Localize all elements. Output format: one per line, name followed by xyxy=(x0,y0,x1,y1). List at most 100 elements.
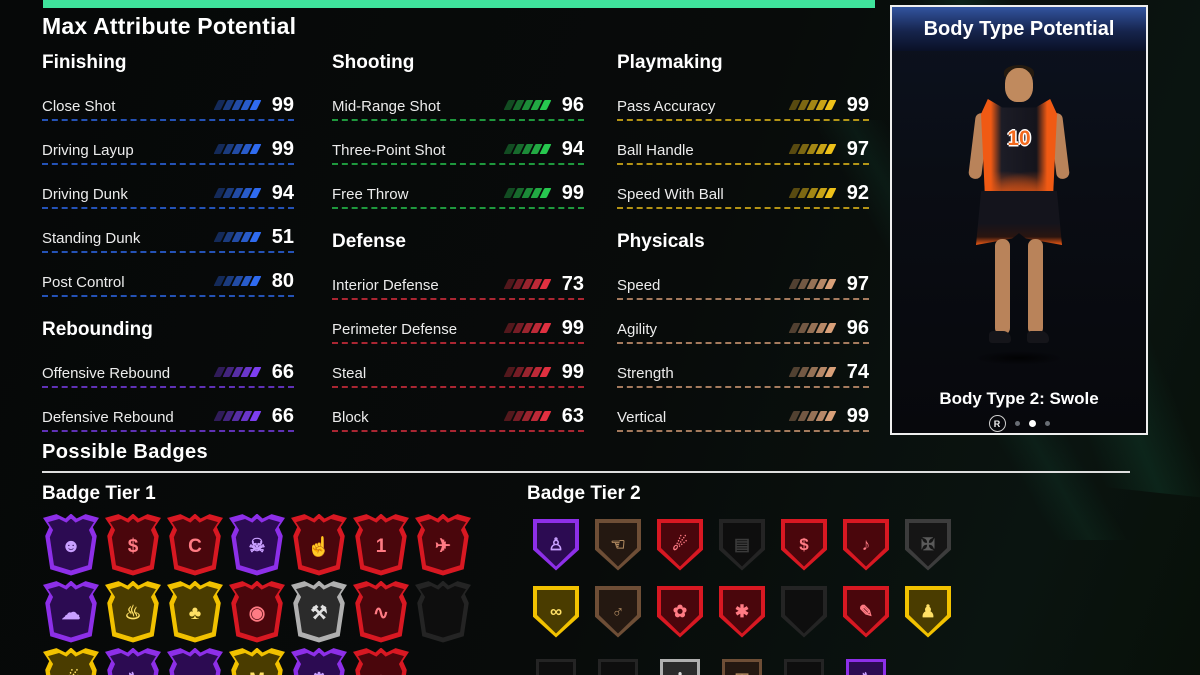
badge-cell: ☄ xyxy=(40,645,102,675)
finger-ball-icon: ☝ xyxy=(296,518,342,571)
pager-dot-active xyxy=(1028,420,1036,427)
attribute-column-2: Shooting Mid-Range Shot 96 Three-Point Shot… xyxy=(332,52,584,454)
arena-icon: ◉ xyxy=(234,585,280,638)
divider xyxy=(42,471,1130,473)
badge-cell: ✎ xyxy=(835,578,897,645)
defender-figure-badge[interactable]: ♙ xyxy=(660,658,700,675)
attribute-value: 73 xyxy=(561,273,584,295)
hidden-slot-badge[interactable] xyxy=(784,658,824,675)
attribute-label: Vertical xyxy=(617,409,667,426)
dollar-coin-badge[interactable]: $ xyxy=(781,518,827,571)
laurel-shield-badge[interactable]: ✠ xyxy=(905,518,951,571)
posterizer-dunk-badge[interactable]: ♙ xyxy=(533,518,579,571)
attribute-label: Driving Layup xyxy=(42,142,134,159)
section-title-finishing: Finishing xyxy=(42,52,127,73)
tree-badge[interactable]: ♣ xyxy=(167,580,223,643)
badge-cell: ✿ xyxy=(649,578,711,645)
attribute-row-free-throw: Free Throw 99 xyxy=(332,174,584,209)
badge-cell: M xyxy=(226,645,288,675)
attribute-row-speed-with-ball: Speed With Ball 92 xyxy=(617,174,869,209)
attribute-column-3: Playmaking Pass Accuracy 99 Ball Handle 97 Sp… xyxy=(617,52,869,454)
winding-road-badge[interactable]: ∿ xyxy=(353,580,409,643)
skull-scope-badge[interactable]: ☠ xyxy=(229,513,285,576)
attribute-row-offensive-rebound: Offensive Rebound 66 xyxy=(42,353,294,388)
wifi-ball-badge[interactable]: ♨ xyxy=(105,580,161,643)
brick-wall-icon: ▤ xyxy=(723,522,761,567)
tree-icon: ♣ xyxy=(172,585,218,638)
microphone-badge[interactable]: ♪ xyxy=(843,518,889,571)
attribute-value: 99 xyxy=(846,405,869,427)
whistle-chain-badge[interactable]: ⚙ xyxy=(291,647,347,675)
badge-cell: ☺ xyxy=(350,645,412,675)
attribute-row-steal: Steal 99 xyxy=(332,353,584,388)
badge-cell xyxy=(412,645,474,675)
badge-cell: $ xyxy=(102,511,164,578)
hand-box-badge[interactable]: ☜ xyxy=(595,518,641,571)
badge-cell xyxy=(897,645,959,675)
attribute-row-speed: Speed 97 xyxy=(617,265,869,300)
dunk-figure-badge[interactable]: ☄ xyxy=(43,647,99,675)
lasso-badge[interactable]: ∞ xyxy=(533,585,579,638)
m-emblem-badge[interactable]: M xyxy=(229,647,285,675)
chevron-meter-icon xyxy=(213,100,262,110)
money-bag-badge[interactable]: $ xyxy=(105,513,161,576)
badge-cell: ☠ xyxy=(226,511,288,578)
player-model: 10 xyxy=(954,65,1084,367)
chevron-meter-icon xyxy=(788,323,837,333)
r-button[interactable]: R xyxy=(988,415,1006,432)
hooded-figure-badge[interactable]: ☻ xyxy=(43,513,99,576)
muscle-figure-badge[interactable]: ♂ xyxy=(595,585,641,638)
body-type-panel-title: Body Type Potential xyxy=(892,7,1146,51)
person-badge[interactable]: ☺ xyxy=(353,647,409,675)
mosquito-badge[interactable]: ✱ xyxy=(719,585,765,638)
calendar-one-badge[interactable]: 1 xyxy=(353,513,409,576)
sneaker-icon: ∽ xyxy=(172,652,218,675)
badge-tier-1-title: Badge Tier 1 xyxy=(42,483,156,504)
hidden-slot-badge[interactable] xyxy=(598,658,638,675)
chevron-meter-icon xyxy=(788,367,837,377)
skull-scope-icon: ☠ xyxy=(234,518,280,571)
leaping-figure-badge[interactable]: ♞ xyxy=(105,647,161,675)
attribute-label: Steal xyxy=(332,365,367,382)
chevron-meter-icon xyxy=(503,144,552,154)
c-emblem-badge[interactable]: C xyxy=(167,513,223,576)
attribute-label: Pass Accuracy xyxy=(617,98,716,115)
section-title-physicals: Physicals xyxy=(617,231,705,252)
cat-figure-badge[interactable]: ♞ xyxy=(846,658,886,675)
locked-slot-badge[interactable] xyxy=(415,580,471,643)
post-figure-badge[interactable]: ♟ xyxy=(905,585,951,638)
jet-icon: ✈ xyxy=(420,518,466,571)
hidden-slot-badge[interactable] xyxy=(536,658,576,675)
attribute-value: 63 xyxy=(561,405,584,427)
player-shoe xyxy=(989,331,1011,343)
hidden-slot-badge[interactable] xyxy=(781,585,827,638)
attribute-value: 80 xyxy=(271,270,294,292)
brick-wall-badge[interactable]: ▤ xyxy=(719,518,765,571)
chevron-meter-icon xyxy=(503,323,552,333)
chevron-meter-icon xyxy=(503,188,552,198)
attribute-label: Standing Dunk xyxy=(42,230,141,247)
attribute-label: Block xyxy=(332,409,369,426)
hammer-badge[interactable]: ⚒ xyxy=(291,580,347,643)
basket-flowers-badge[interactable]: ✿ xyxy=(657,585,703,638)
jet-badge[interactable]: ✈ xyxy=(415,513,471,576)
badge-tier-1-grid: ☻ $ C ☠ ☝ 1 ✈ ☁ ♨ ♣ ◉ ⚒ ∿ ☄ ♞ ∽ M ⚙ ☺ xyxy=(40,511,474,675)
sneaker-badge[interactable]: ∽ xyxy=(167,647,223,675)
chevron-meter-icon xyxy=(213,232,262,242)
finger-ball-badge[interactable]: ☝ xyxy=(291,513,347,576)
paintbrush-badge[interactable]: ✎ xyxy=(843,585,889,638)
chevron-meter-icon xyxy=(213,411,262,421)
hooded-figure-icon: ☻ xyxy=(48,518,94,571)
attribute-label: Agility xyxy=(617,321,658,338)
attribute-row-interior-defense: Interior Defense 73 xyxy=(332,265,584,300)
attribute-row-defensive-rebound: Defensive Rebound 66 xyxy=(42,397,294,432)
flaming-ball-badge[interactable]: ☄ xyxy=(657,518,703,571)
basket-flowers-icon: ✿ xyxy=(661,589,699,634)
shoe-cloud-badge[interactable]: ☁ xyxy=(43,580,99,643)
chevron-meter-icon xyxy=(503,100,552,110)
whistle-chain-icon: ⚙ xyxy=(296,652,342,675)
puzzle-badge[interactable]: ◳ xyxy=(722,658,762,675)
arena-badge[interactable]: ◉ xyxy=(229,580,285,643)
chevron-meter-icon xyxy=(503,367,552,377)
